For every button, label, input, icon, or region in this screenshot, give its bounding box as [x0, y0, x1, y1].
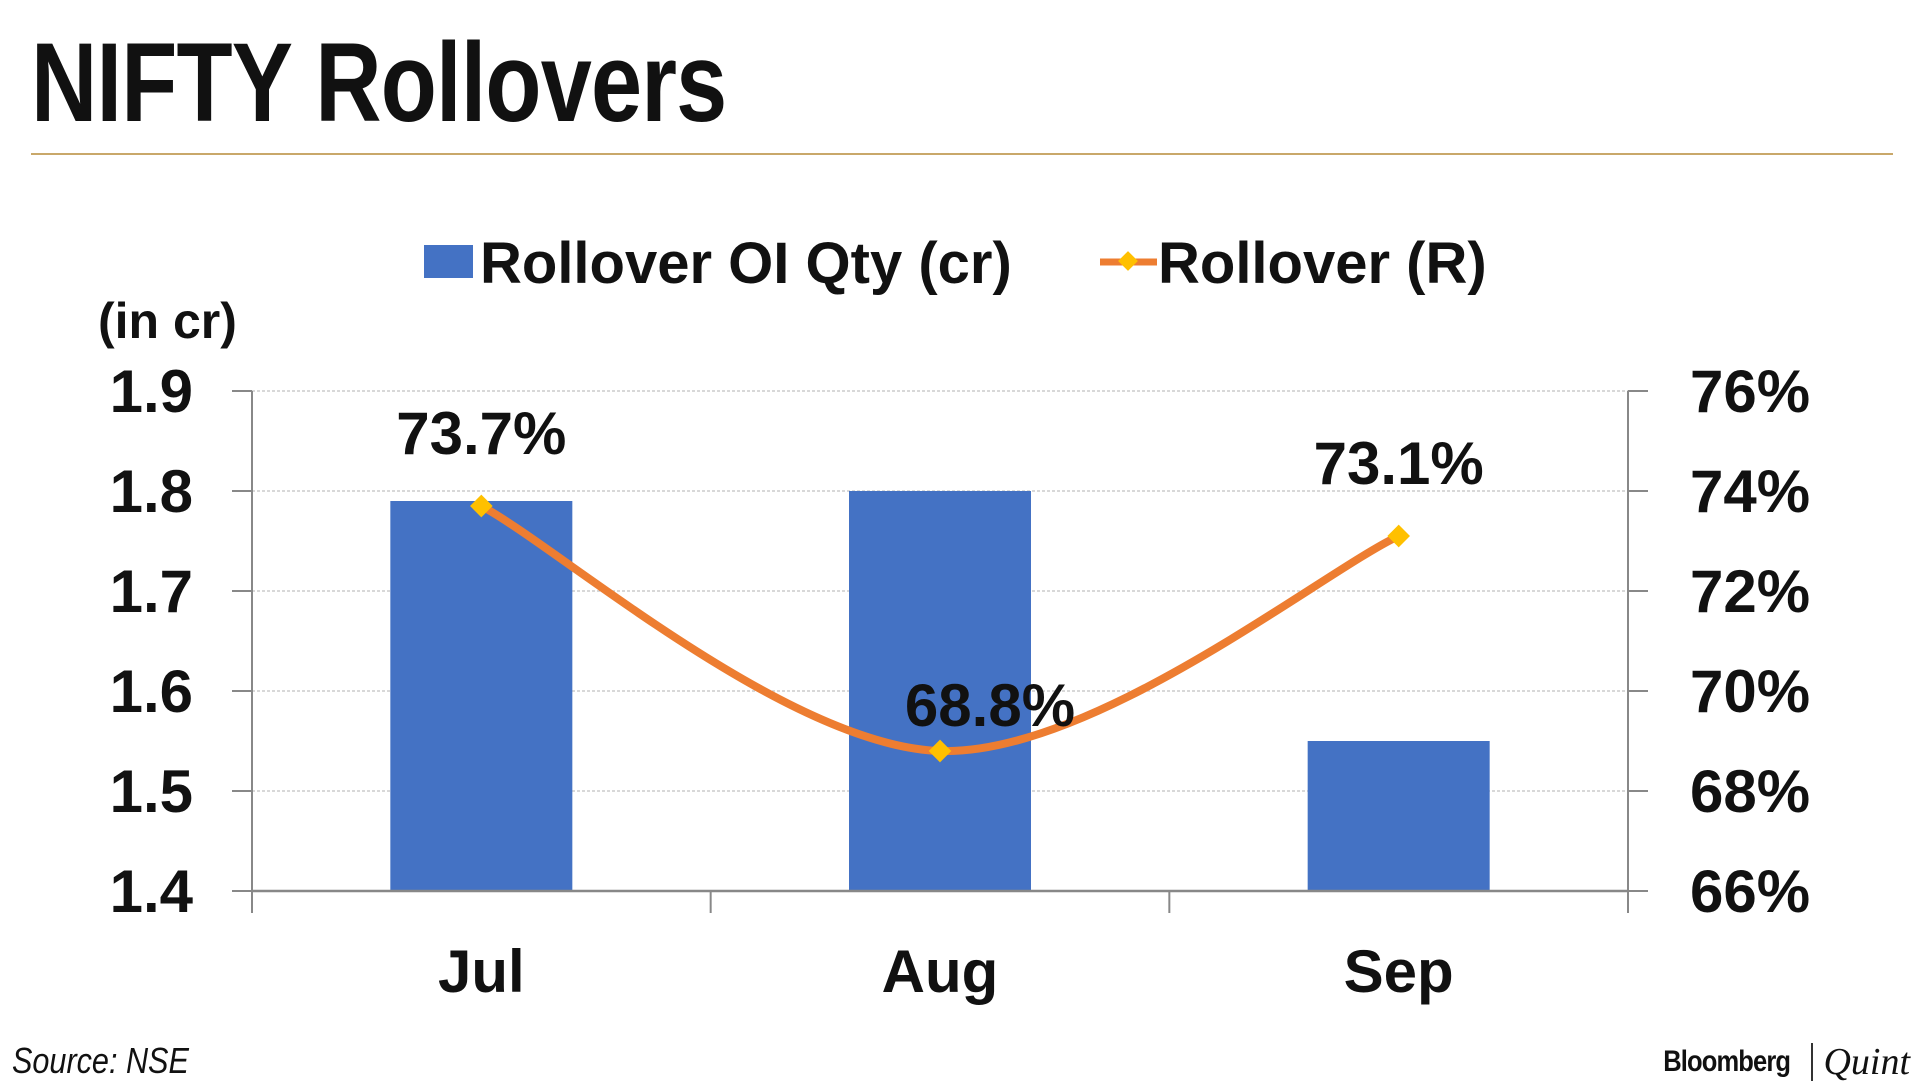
source-note: Source: NSE	[12, 1040, 189, 1081]
bar-sep	[1307, 741, 1490, 891]
y-tick-label: 1.4	[110, 858, 194, 925]
bar-jul	[390, 501, 573, 891]
brand-quint: Quint	[1823, 1041, 1910, 1083]
y-tick-label: 1.9	[110, 358, 193, 425]
legend-line-label: Rollover (R)	[1158, 231, 1487, 296]
y-axis-label: (in cr)	[98, 293, 237, 349]
y2-tick-label: 72%	[1690, 558, 1810, 625]
brand-logo: Bloomberg Quint	[1652, 1040, 1910, 1084]
data-label: 73.7%	[396, 400, 566, 467]
x-tick-label: Aug	[882, 938, 999, 1005]
rollover-marker	[470, 494, 493, 518]
data-label: 68.8%	[905, 672, 1075, 739]
y2-tick-label: 66%	[1690, 858, 1810, 925]
title-divider	[31, 153, 1893, 155]
rollover-marker	[928, 739, 952, 763]
y2-tick-label: 76%	[1690, 358, 1810, 425]
chart-title: NIFTY Rollovers	[31, 20, 727, 145]
bar-aug	[849, 491, 1031, 891]
legend-line-marker	[1118, 251, 1138, 271]
brand-separator	[1811, 1043, 1814, 1081]
y-tick-label: 1.7	[110, 558, 193, 625]
legend-bar-label: Rollover OI Qty (cr)	[480, 231, 1012, 296]
y2-tick-label: 70%	[1690, 658, 1810, 725]
x-tick-label: Sep	[1344, 938, 1454, 1005]
y-tick-label: 1.8	[110, 458, 193, 525]
y-tick-label: 1.6	[110, 658, 193, 725]
y2-tick-label: 74%	[1690, 458, 1810, 525]
brand-bloomberg: Bloomberg	[1663, 1045, 1791, 1078]
y-tick-label: 1.5	[110, 758, 193, 825]
legend-bar-swatch	[424, 245, 473, 278]
y2-tick-label: 68%	[1690, 758, 1810, 825]
rollover-marker	[1387, 524, 1410, 548]
x-tick-label: Jul	[438, 938, 525, 1005]
data-label: 73.1%	[1314, 430, 1484, 497]
